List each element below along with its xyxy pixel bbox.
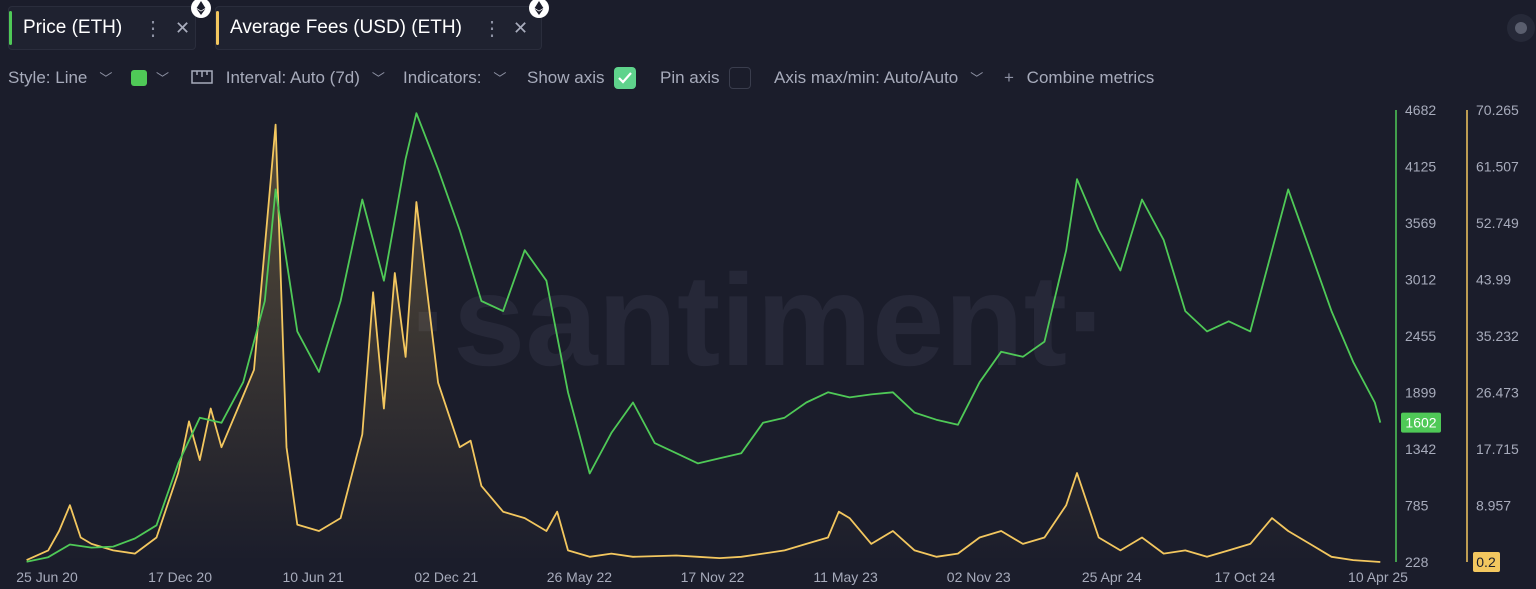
fees-line — [26, 123, 1381, 563]
x-axis-tick: 10 Jun 21 — [282, 569, 344, 585]
ruler-icon — [191, 70, 213, 84]
price-axis-tick: 2455 — [1405, 328, 1436, 344]
price-axis-tick: 785 — [1405, 498, 1429, 514]
ethereum-icon — [191, 0, 211, 18]
fees-axis-tick: 35.232 — [1476, 328, 1519, 344]
color-dropdown[interactable]: ﹀ — [156, 68, 169, 88]
price-axis-tick: 228 — [1405, 554, 1429, 570]
chevron-down-icon: ﹀ — [364, 71, 385, 86]
pin-axis-label: Pin axis — [660, 68, 720, 87]
price-axis-tick: 1342 — [1405, 441, 1436, 457]
chevron-down-icon: ﹀ — [962, 71, 984, 86]
fees-axis-tick: 70.265 — [1476, 102, 1519, 118]
price-color-bar — [9, 11, 12, 45]
show-axis-checkbox[interactable] — [614, 67, 636, 89]
price-axis-tick: 3569 — [1405, 215, 1436, 231]
price-axis-tick: 1899 — [1405, 385, 1436, 401]
x-axis-tick: 11 May 23 — [813, 569, 878, 585]
fees-axis-tick: 17.715 — [1476, 441, 1519, 457]
style-label: Style: Line — [8, 68, 88, 87]
fees-axis-tick: 43.99 — [1476, 272, 1511, 288]
indicators-label: Indicators: — [403, 68, 482, 87]
x-axis-tick: 17 Oct 24 — [1215, 569, 1276, 585]
ethereum-icon — [529, 0, 549, 18]
x-axis-tick: 10 Apr 25 — [1348, 569, 1408, 585]
fees-axis-tick: 61.507 — [1476, 159, 1519, 175]
metric-tab-label: Price (ETH) — [23, 17, 123, 38]
more-options-icon[interactable]: ⋮ — [143, 18, 163, 40]
x-axis-tick: 02 Nov 23 — [947, 569, 1011, 585]
show-axis-label: Show axis — [527, 68, 605, 87]
interval-label: Interval: Auto (7d) — [225, 68, 360, 87]
combine-metrics-button[interactable]: + Combine metrics — [1004, 68, 1154, 88]
axis-maxmin-label: Axis max/min: Auto/Auto — [774, 68, 959, 87]
close-icon[interactable]: ✕ — [513, 18, 529, 38]
fees-value-badge-label: 0.2 — [1476, 554, 1496, 570]
fees-axis-tick: 52.749 — [1476, 215, 1519, 231]
plus-icon: + — [1004, 68, 1014, 87]
price-axis-tick: 4125 — [1405, 159, 1436, 175]
fees-color-bar — [216, 11, 219, 45]
x-axis-tick: 25 Apr 24 — [1082, 569, 1142, 585]
fees-area — [26, 124, 1381, 562]
x-axis-tick: 26 May 22 — [547, 569, 613, 585]
chevron-down-icon: ﹀ — [92, 71, 113, 86]
x-axis-tick: 17 Dec 20 — [148, 569, 212, 585]
pin-axis-checkbox[interactable] — [729, 67, 751, 89]
price-axis-tick: 4682 — [1405, 102, 1436, 118]
x-axis-tick: 25 Jun 20 — [16, 569, 78, 585]
fees-value-badge — [1473, 552, 1500, 572]
x-axis-tick: 17 Nov 22 — [681, 569, 745, 585]
price-line — [26, 112, 1382, 563]
color-swatch[interactable] — [131, 70, 147, 86]
close-icon[interactable]: ✕ — [175, 18, 191, 38]
fees-axis-tick: 26.473 — [1476, 385, 1519, 401]
metric-tab-price[interactable]: Price (ETH) ⋮ ✕ — [8, 6, 196, 50]
combine-label: Combine metrics — [1026, 68, 1155, 87]
fees-axis-tick: 8.957 — [1476, 498, 1511, 514]
price-value-badge-label: 1602 — [1405, 415, 1436, 431]
chevron-down-icon: ﹀ — [486, 71, 507, 86]
check-icon — [618, 72, 632, 84]
watermark: ·santiment· — [410, 247, 1111, 393]
price-axis-tick: 3012 — [1405, 272, 1436, 288]
interval-dropdown[interactable]: Interval: Auto (7d) ﹀ — [191, 68, 385, 88]
more-options-icon[interactable]: ⋮ — [482, 18, 502, 40]
axis-maxmin-dropdown[interactable]: Axis max/min: Auto/Auto ﹀ — [774, 68, 983, 88]
indicators-dropdown[interactable]: Indicators: ﹀ — [403, 68, 506, 88]
metric-tab-fees[interactable]: Average Fees (USD) (ETH) ⋮ ✕ — [215, 6, 542, 50]
metric-tab-label: Average Fees (USD) (ETH) — [230, 17, 462, 38]
x-axis-tick: 02 Dec 21 — [414, 569, 478, 585]
style-dropdown[interactable]: Style: Line ﹀ — [8, 68, 112, 88]
settings-toggle[interactable] — [1507, 14, 1535, 42]
price-value-badge — [1401, 412, 1441, 433]
chevron-down-icon: ﹀ — [156, 71, 170, 86]
